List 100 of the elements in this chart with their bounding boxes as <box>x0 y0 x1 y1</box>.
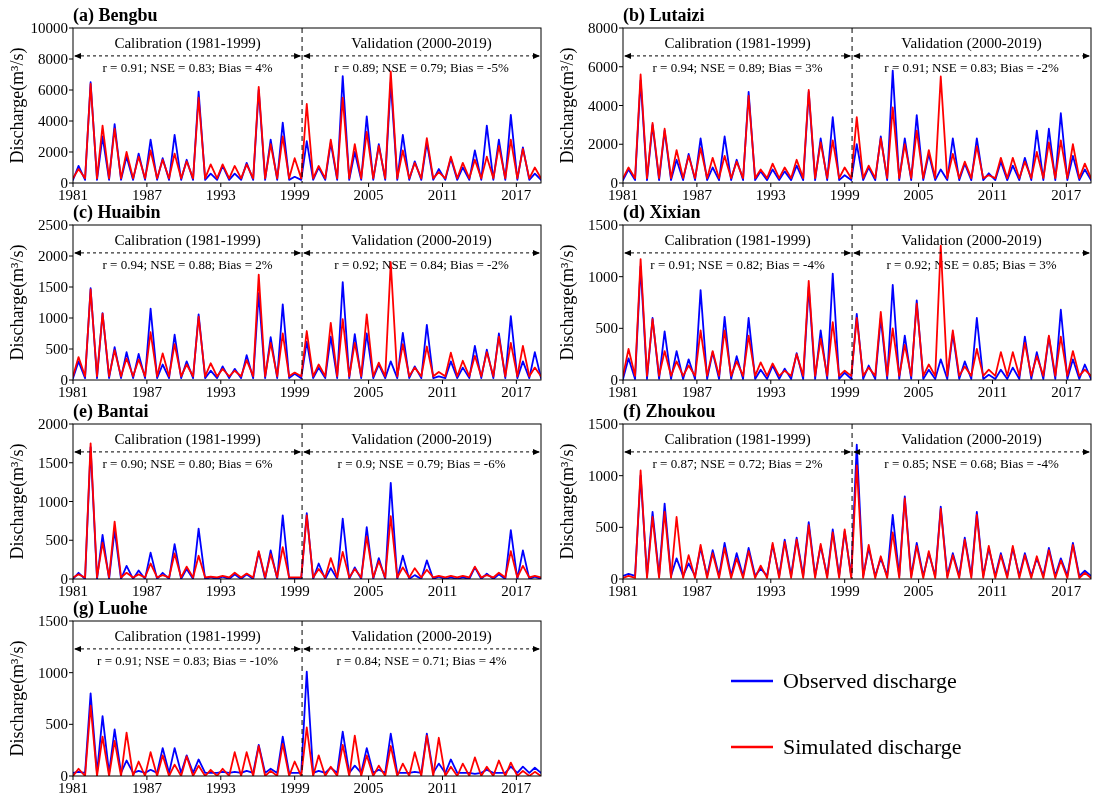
annotation: Calibration (1981-1999) <box>664 231 811 249</box>
annotation: r = 0.91; NSE = 0.83; Bias = 4% <box>102 59 273 75</box>
x-tick-label: 1993 <box>755 384 786 400</box>
x-tick-label: 1999 <box>279 187 310 203</box>
x-tick-label: 2011 <box>427 583 458 599</box>
y-tick-label: 6000 <box>38 82 68 98</box>
x-tick-label: 1999 <box>829 384 860 400</box>
annotation: Calibration (1981-1999) <box>664 430 811 448</box>
annotation: Calibration (1981-1999) <box>114 231 261 249</box>
y-tick-label: 2000 <box>588 136 618 153</box>
y-axis-title: Discharge(m³/s) <box>7 443 28 560</box>
legend-label: Simulated discharge <box>783 734 962 759</box>
x-tick-label: 1999 <box>829 187 860 203</box>
x-tick-label: 1993 <box>205 583 236 599</box>
line-series <box>73 670 541 775</box>
x-tick-label: 1993 <box>755 583 786 599</box>
y-tick-label: 500 <box>45 716 68 733</box>
x-tick-label: 2017 <box>501 384 532 400</box>
x-tick-label: 2005 <box>353 583 384 599</box>
y-tick-label: 4000 <box>38 113 68 129</box>
y-axis-title: Discharge(m³/s) <box>7 244 28 361</box>
y-axis-title: Discharge(m³/s) <box>557 47 578 164</box>
x-tick-label: 1987 <box>681 187 713 203</box>
annotation: r = 0.90; NSE = 0.80; Bias = 6% <box>102 455 273 471</box>
annotation: Calibration (1981-1999) <box>114 430 261 448</box>
x-tick-label: 2011 <box>977 583 1008 599</box>
x-tick-label: 2017 <box>1051 583 1082 599</box>
x-tick-label: 2005 <box>903 583 934 599</box>
y-tick-label: 2500 <box>38 217 68 233</box>
x-tick-label: 1993 <box>205 187 236 203</box>
x-tick-label: 1987 <box>681 384 713 400</box>
annotation: Validation (2000-2019) <box>901 430 1042 448</box>
x-tick-label: 2011 <box>427 780 458 796</box>
x-tick-label: 2011 <box>427 187 458 203</box>
annotation: r = 0.87; NSE = 0.72; Bias = 2% <box>652 455 823 471</box>
x-tick-label: 2005 <box>903 384 934 400</box>
annotation: Calibration (1981-1999) <box>664 34 811 52</box>
y-tick-label: 6000 <box>588 58 618 75</box>
x-tick-label: 2005 <box>903 187 934 203</box>
annotation: r = 0.89; NSE = 0.79; Bias = -5% <box>334 59 509 75</box>
line-series <box>73 261 541 378</box>
y-tick-label: 1500 <box>38 613 68 629</box>
x-tick-label: 2017 <box>1051 384 1082 400</box>
y-tick-label: 500 <box>45 341 68 357</box>
x-tick-label: 1999 <box>279 583 310 599</box>
y-axis-title: Discharge(m³/s) <box>557 443 578 560</box>
annotation: r = 0.94; NSE = 0.89; Bias = 3% <box>652 59 823 75</box>
annotation: Validation (2000-2019) <box>351 627 492 645</box>
x-tick-label: 2005 <box>353 384 384 400</box>
x-tick-label: 1999 <box>279 384 310 400</box>
x-tick-label: 1993 <box>205 780 236 796</box>
y-tick-label: 10000 <box>30 20 68 36</box>
y-tick-label: 1000 <box>38 493 68 510</box>
chart-title: (b) Lutaizi <box>623 5 705 26</box>
x-tick-label: 2011 <box>427 384 458 400</box>
x-tick-label: 1999 <box>829 583 860 599</box>
x-tick-label: 1987 <box>131 384 163 400</box>
x-tick-label: 2017 <box>501 187 532 203</box>
x-tick-label: 2011 <box>977 187 1008 203</box>
x-tick-label: 1987 <box>131 187 163 203</box>
y-tick-label: 2000 <box>38 144 68 160</box>
y-tick-label: 1500 <box>38 454 68 471</box>
annotation: r = 0.91; NSE = 0.82; Bias = -4% <box>650 256 825 272</box>
annotation: r = 0.9; NSE = 0.79; Bias = -6% <box>337 455 506 471</box>
annotation: Validation (2000-2019) <box>351 231 492 249</box>
y-axis-title: Discharge(m³/s) <box>7 47 28 164</box>
annotation: Calibration (1981-1999) <box>114 627 261 645</box>
y-tick-label: 1500 <box>38 279 68 295</box>
y-tick-label: 8000 <box>588 20 618 36</box>
chart-title: (f) Zhoukou <box>623 401 716 422</box>
x-tick-label: 1987 <box>131 583 163 599</box>
annotation: Validation (2000-2019) <box>351 430 492 448</box>
x-tick-label: 2017 <box>501 780 532 796</box>
chart-title: (e) Bantai <box>73 401 149 422</box>
y-tick-label: 2000 <box>38 416 68 432</box>
y-tick-label: 1000 <box>588 467 618 484</box>
x-tick-label: 1987 <box>681 583 713 599</box>
annotation: r = 0.91; NSE = 0.83; Bias = -10% <box>97 652 279 668</box>
x-tick-label: 2005 <box>353 187 384 203</box>
annotation: Calibration (1981-1999) <box>114 34 261 52</box>
y-tick-label: 500 <box>45 532 68 549</box>
y-axis-title: Discharge(m³/s) <box>7 640 28 757</box>
y-tick-label: 8000 <box>38 51 68 67</box>
y-tick-label: 500 <box>595 320 618 337</box>
y-tick-label: 1500 <box>588 217 618 233</box>
annotation: Validation (2000-2019) <box>901 34 1042 52</box>
annotation: Validation (2000-2019) <box>351 34 492 52</box>
chart-title: (g) Luohe <box>73 598 148 619</box>
line-series <box>73 704 541 776</box>
x-tick-label: 2005 <box>353 780 384 796</box>
x-tick-label: 1999 <box>279 780 310 796</box>
y-tick-label: 1000 <box>38 310 68 326</box>
legend-label: Observed discharge <box>783 668 957 693</box>
x-tick-label: 2017 <box>1051 187 1082 203</box>
chart-title: (c) Huaibin <box>73 202 161 223</box>
y-tick-label: 1000 <box>38 664 68 681</box>
x-tick-label: 2011 <box>977 384 1008 400</box>
y-tick-label: 1500 <box>588 416 618 432</box>
chart-title: (a) Bengbu <box>73 5 158 26</box>
y-tick-label: 500 <box>595 519 618 536</box>
